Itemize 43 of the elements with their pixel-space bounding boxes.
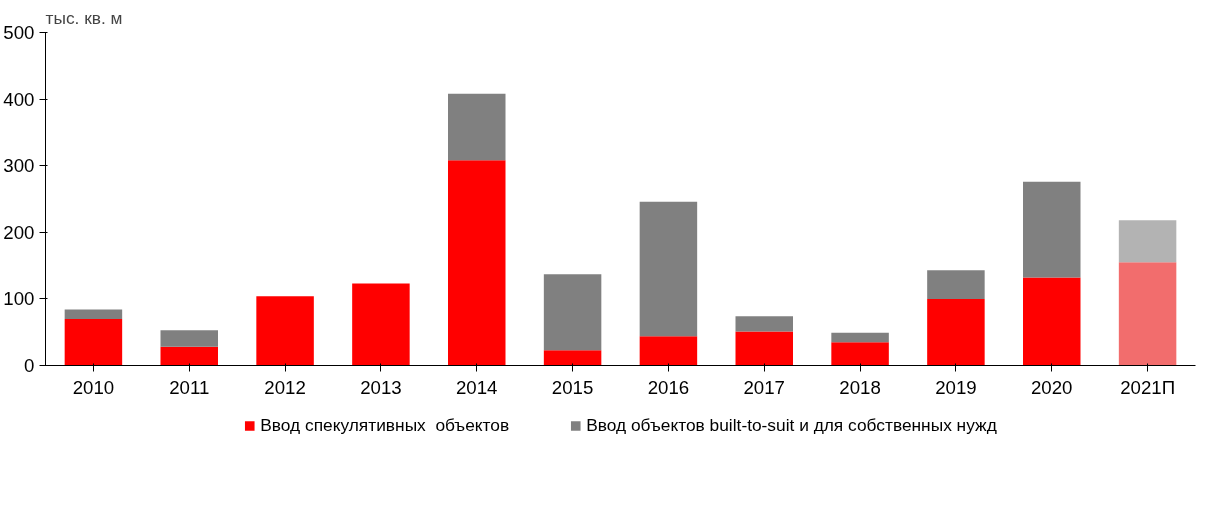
y-tick-label: 100 [3, 288, 35, 310]
x-tick-label: 2017 [743, 376, 786, 398]
bar [927, 270, 985, 299]
x-tick-label: 2019 [935, 376, 977, 398]
bar [543, 274, 602, 351]
bar [448, 93, 506, 161]
x-tick-label: 2020 [1031, 376, 1073, 398]
bar [927, 298, 985, 366]
bar [735, 331, 793, 366]
bar [735, 316, 793, 332]
bar [1023, 277, 1081, 366]
bar [831, 332, 889, 343]
y-tick-label: 200 [3, 221, 35, 243]
bar [1118, 220, 1177, 263]
bar [64, 318, 123, 366]
bar [1118, 262, 1177, 366]
bar [160, 330, 218, 347]
x-tick-label: 2011 [169, 376, 210, 398]
bar [448, 160, 506, 366]
legend-label: Ввод спекулятивных объектов [260, 414, 510, 436]
bar [831, 342, 889, 366]
x-tick-label: 2013 [360, 376, 402, 398]
y-tick-label: 300 [3, 155, 35, 177]
bar [639, 336, 698, 366]
bar [352, 283, 410, 366]
y-tick-label: 400 [3, 88, 35, 110]
x-tick-label: 2012 [264, 376, 306, 398]
x-tick-label: 2014 [456, 376, 498, 398]
bar [256, 296, 314, 366]
x-tick-label: 2015 [551, 376, 594, 398]
x-tick-label: 2010 [72, 376, 115, 398]
y-tick-label: 0 [24, 355, 35, 376]
x-tick-label: 2016 [647, 376, 690, 398]
bar [1023, 181, 1081, 278]
y-axis-title: тыс. кв. м [45, 7, 123, 28]
x-tick-label: 2018 [839, 376, 881, 398]
bar [543, 350, 602, 366]
bar [160, 346, 218, 366]
y-tick-label: 500 [3, 22, 35, 43]
bar [64, 309, 123, 319]
x-tick-label: 2021П [1120, 376, 1176, 398]
bar [639, 201, 698, 337]
legend-label: Ввод объектов built-to-suit и для собственных нужд [586, 414, 997, 436]
